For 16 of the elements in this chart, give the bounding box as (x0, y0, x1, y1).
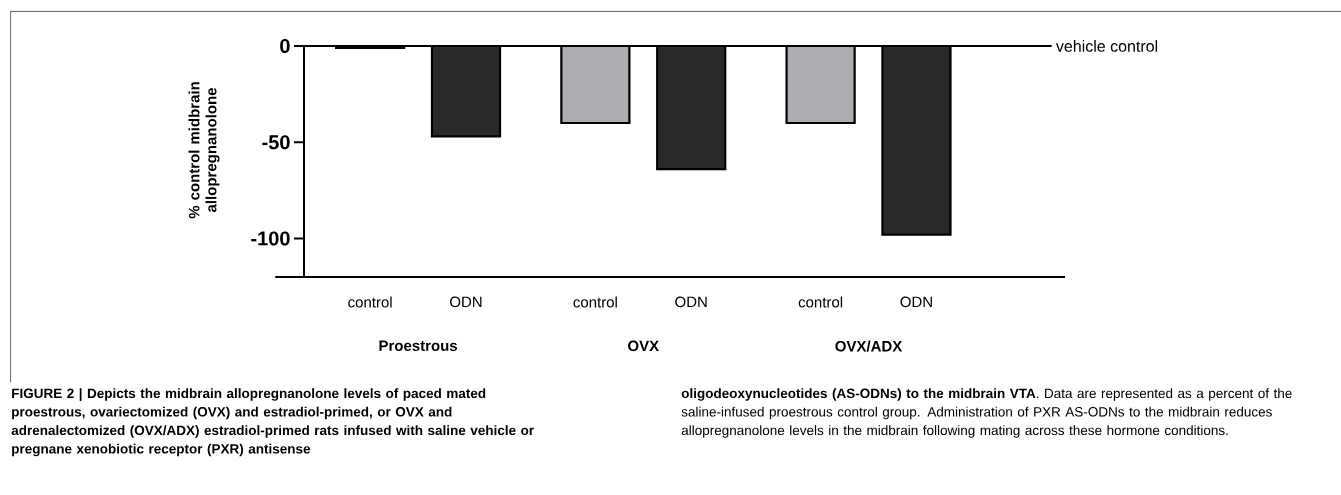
x-tick-label: ODN (450, 296, 482, 308)
x-tick-label: ODN (675, 296, 707, 308)
text: OVX/ADX (835, 340, 903, 352)
y-tick-label: -50 (262, 135, 290, 150)
x-tick-label: control (348, 296, 392, 308)
text: Proestrous (379, 340, 458, 351)
caption: FIGURE 2 | Depicts the midbrain allopregnanolone levels of paced mated proestrous, ovariectomized (OVX) and estradiol-primed, or OVX and adrenalectomized (OVX/ADX) estradiol-primed rats infused with saline vehicle or pregnane xenobiotic receptor (PXR) antisense (11, 388, 534, 457)
x-tick-label: control (798, 296, 843, 308)
x-tick-label: ODN (900, 296, 932, 308)
ref-line-label: vehicle control (1055, 40, 1158, 52)
text: OVX (628, 340, 659, 352)
y-tick-label: -100 (251, 231, 290, 246)
text: oligodeoxynucleotides (AS-ODNs) to the midbrain VTA. Data are represented as a percent of the saline-infused proestrous control group. Administration of PXR AS-ODNs to the midbrain reduces allopregnanolone levels in the midbrain following mating across these hormone conditions. (681, 388, 1292, 438)
y-axis-title: % control midbrain allopregnanolone (188, 82, 220, 219)
y-tick-label: 0 (280, 38, 290, 54)
x-tick-label: control (573, 296, 617, 308)
